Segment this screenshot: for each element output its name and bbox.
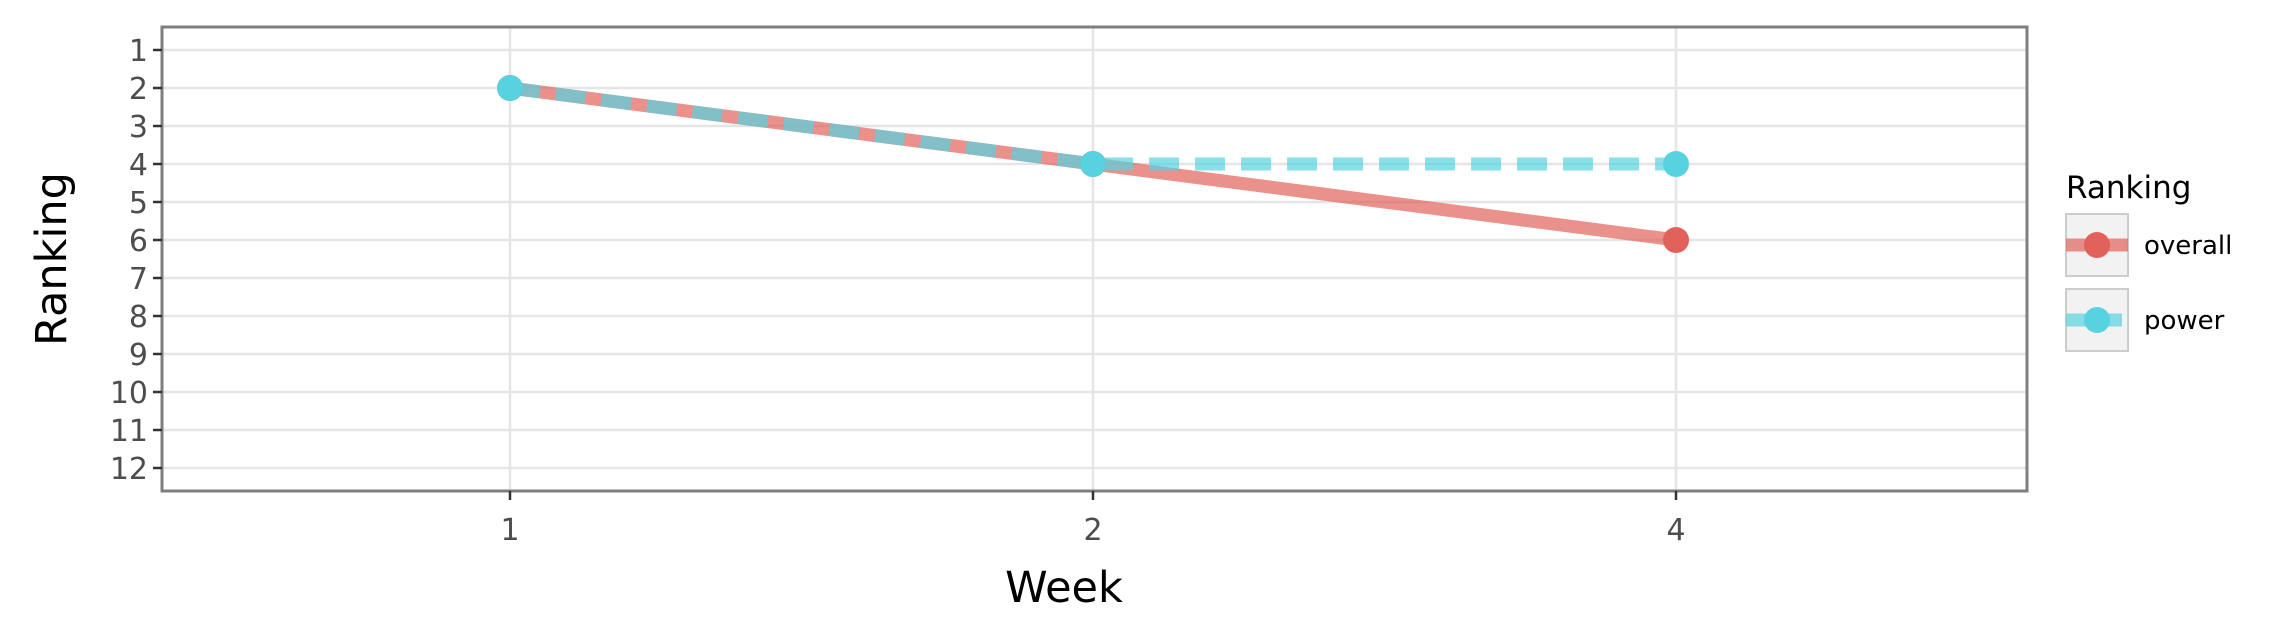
- data-point-overall: [1663, 227, 1689, 253]
- x-gridlines: [508, 27, 1678, 491]
- legend-title: Ranking: [2066, 170, 2191, 206]
- y-tick-label: 11: [110, 414, 148, 449]
- legend-marker: [2084, 232, 2110, 258]
- series-line-power: [509, 81, 1676, 171]
- y-tick-label: 4: [129, 148, 148, 183]
- x-tick-label: 1: [500, 513, 519, 548]
- y-gridlines: [162, 48, 2027, 470]
- data-point-power: [497, 75, 523, 101]
- data-point-power: [1663, 151, 1689, 177]
- y-tick-label: 5: [129, 186, 148, 221]
- y-tick-label: 8: [129, 300, 148, 335]
- legend: Ranking overall power: [2065, 170, 2232, 352]
- y-tick-label: 2: [129, 72, 148, 107]
- series-layer: [497, 75, 1689, 253]
- y-tick-label: 3: [129, 110, 148, 145]
- data-point-power: [1080, 151, 1106, 177]
- y-tick-label: 9: [129, 338, 148, 373]
- legend-items: overall power: [2065, 213, 2232, 352]
- x-axis: 1 2 4: [500, 491, 1686, 548]
- legend-label: overall: [2144, 231, 2232, 261]
- y-tick-label: 6: [129, 224, 148, 259]
- x-tick-label: 2: [1083, 513, 1102, 548]
- legend-marker: [2084, 307, 2110, 333]
- plot-panel-background: [162, 27, 2027, 491]
- x-tick-label: 4: [1666, 513, 1685, 548]
- y-tick-label: 10: [110, 376, 148, 411]
- legend-item-power: power: [2065, 288, 2225, 352]
- y-tick-label: 1: [129, 34, 148, 69]
- legend-item-overall: overall: [2065, 213, 2232, 277]
- y-axis-title: Ranking: [27, 172, 77, 346]
- legend-label: power: [2144, 306, 2225, 336]
- y-tick-label: 12: [110, 452, 148, 487]
- x-axis-title: Week: [1005, 563, 1123, 613]
- plot-panel-border: [160, 25, 2029, 493]
- y-tick-label: 7: [129, 262, 148, 297]
